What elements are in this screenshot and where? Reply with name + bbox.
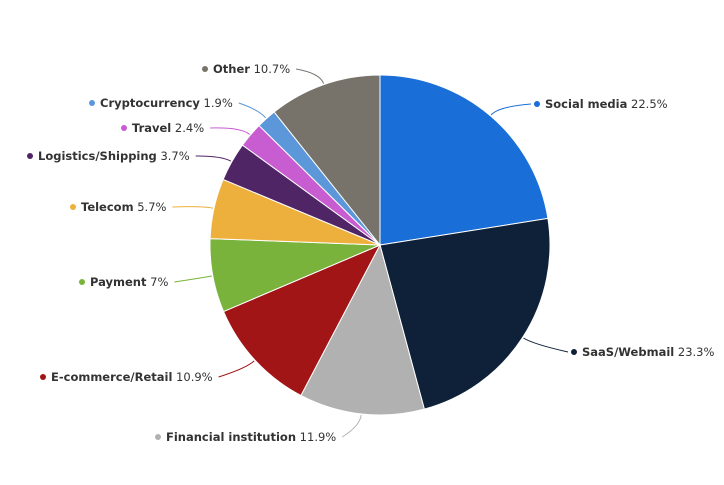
slice-label-value: 7% xyxy=(147,275,169,289)
slice-label-value: 22.5% xyxy=(627,97,667,111)
pie-slice-saas-webmail[interactable] xyxy=(379,217,551,410)
connector-saas-webmail xyxy=(523,337,569,353)
label-dot-saas-webmail xyxy=(571,349,577,355)
slice-label-cryptocurrency: Cryptocurrency 1.9% xyxy=(100,96,233,110)
slice-label-other: Other 10.7% xyxy=(213,62,290,76)
slice-label-value: 3.7% xyxy=(157,149,190,163)
slice-label-name: Payment xyxy=(90,275,147,289)
label-dot-social-media xyxy=(534,101,540,107)
slice-label-payment: Payment 7% xyxy=(90,275,168,289)
slice-label-value: 10.9% xyxy=(172,370,212,384)
connector-payment xyxy=(174,275,212,283)
connector-other xyxy=(296,68,325,84)
slice-label-value: 1.9% xyxy=(200,96,233,110)
slice-label-value: 23.3% xyxy=(674,345,714,359)
slice-label-e-commerce-retail: E-commerce/Retail 10.9% xyxy=(51,370,213,384)
pie-slice-other[interactable] xyxy=(273,74,381,247)
label-dot-travel xyxy=(121,125,127,131)
slice-label-name: Financial institution xyxy=(166,430,296,444)
label-connectors xyxy=(172,68,569,438)
slice-label-name: Cryptocurrency xyxy=(100,96,200,110)
connector-travel xyxy=(210,127,250,135)
slice-label-logistics-shipping: Logistics/Shipping 3.7% xyxy=(38,149,190,163)
slice-label-financial-institution: Financial institution 11.9% xyxy=(166,430,336,444)
slice-label-saas-webmail: SaaS/Webmail 23.3% xyxy=(582,345,714,359)
connector-logistics-shipping xyxy=(195,155,232,162)
pie-slice-financial-institution[interactable] xyxy=(300,243,425,416)
slice-label-name: SaaS/Webmail xyxy=(582,345,674,359)
label-dot-cryptocurrency xyxy=(89,100,95,106)
pie-slices xyxy=(209,74,551,416)
slice-label-value: 5.7% xyxy=(134,200,167,214)
slice-label-value: 10.7% xyxy=(250,62,290,76)
slice-label-social-media: Social media 22.5% xyxy=(545,97,668,111)
slice-label-telecom: Telecom 5.7% xyxy=(81,200,167,214)
slice-label-name: E-commerce/Retail xyxy=(51,370,172,384)
connector-telecom xyxy=(172,206,214,209)
slice-label-travel: Travel 2.4% xyxy=(132,121,204,135)
slice-label-name: Telecom xyxy=(81,200,134,214)
pie-slice-social-media[interactable] xyxy=(379,74,549,246)
slice-label-name: Other xyxy=(213,62,250,76)
slice-label-value: 11.9% xyxy=(296,430,336,444)
slice-labels: Social media 22.5% SaaS/Webmail 23.3% Fina… xyxy=(27,62,714,444)
slice-label-name: Logistics/Shipping xyxy=(38,149,157,163)
label-dot-e-commerce-retail xyxy=(40,374,46,380)
connector-social-media xyxy=(490,103,532,116)
connector-e-commerce-retail xyxy=(218,360,255,378)
label-dot-logistics-shipping xyxy=(27,153,33,159)
label-dot-other xyxy=(202,66,208,72)
pie-slice-e-commerce-retail[interactable] xyxy=(222,243,382,397)
label-dot-telecom xyxy=(70,204,76,210)
label-dot-financial-institution xyxy=(155,434,161,440)
connector-financial-institution xyxy=(341,414,362,438)
connector-cryptocurrency xyxy=(238,102,267,119)
slice-label-name: Social media xyxy=(545,97,627,111)
slice-label-name: Travel xyxy=(132,121,171,135)
label-dot-payment xyxy=(79,279,85,285)
slice-label-value: 2.4% xyxy=(171,121,204,135)
